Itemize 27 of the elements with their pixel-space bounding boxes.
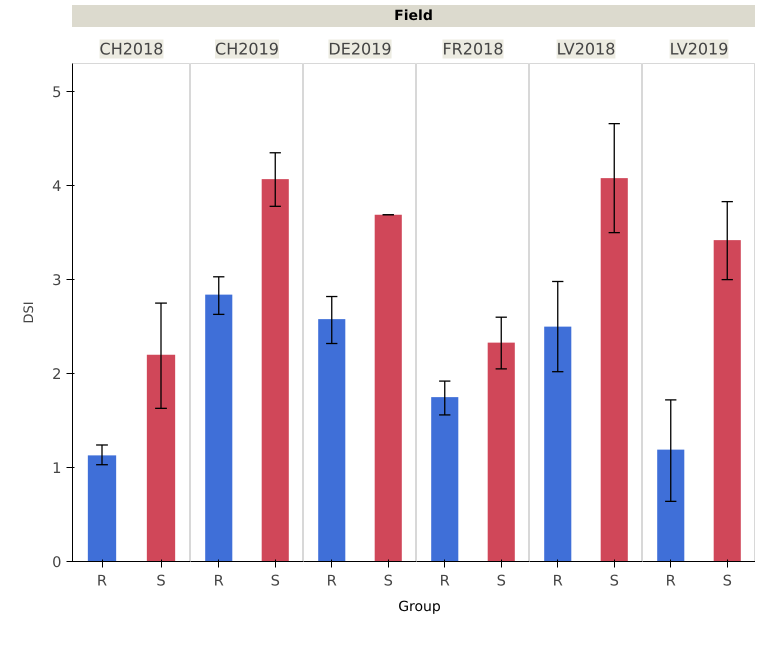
y-tick-label: 5 (52, 84, 62, 102)
chart-title: DE2019 (328, 40, 392, 58)
chart-title: LV2019 (670, 40, 728, 58)
chart-title: CH2018 (100, 40, 164, 58)
y-tick-label: 4 (52, 178, 62, 196)
chart-title: LV2018 (556, 40, 616, 58)
x-tick-label: S (722, 572, 732, 590)
x-axis-title: Group (398, 598, 441, 617)
x-tick-label: S (496, 572, 506, 590)
chart-title: CH2019 (215, 40, 279, 58)
chart-title: FR2018 (442, 40, 504, 58)
y-tick-label: 2 (52, 366, 62, 384)
y-tick-label: 1 (52, 460, 62, 478)
y-tick-label: 3 (52, 272, 62, 290)
x-tick-label: R (96, 572, 108, 590)
x-tick-label: R (552, 572, 563, 590)
x-tick-label: R (440, 572, 450, 590)
y-tick-label: 0 (52, 554, 62, 571)
x-tick-label: R (214, 572, 224, 590)
x-tick-label: S (384, 572, 393, 590)
x-tick-label: R (666, 572, 676, 590)
text: Field (394, 7, 433, 26)
y-axis-title: DSI (22, 301, 38, 324)
x-tick-label: S (270, 572, 280, 590)
x-tick-label: R (326, 572, 337, 590)
x-tick-label: S (610, 572, 619, 590)
x-tick-label: S (156, 572, 166, 590)
